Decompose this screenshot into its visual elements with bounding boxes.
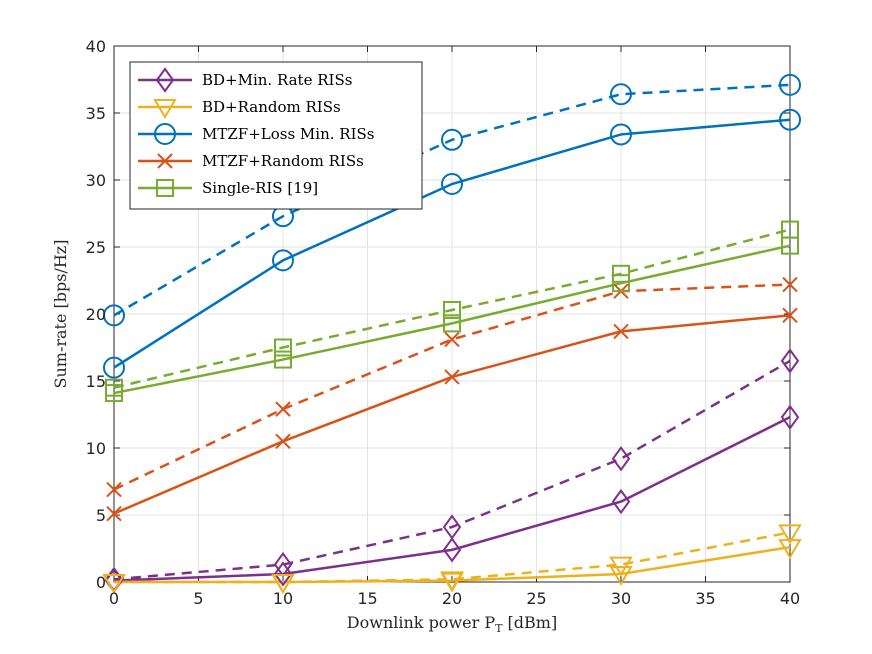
series-4-solid-point xyxy=(782,307,798,324)
series-3-dashed-point xyxy=(441,128,463,151)
series-5-dashed-point xyxy=(443,300,461,319)
series-5-solid-point xyxy=(105,384,123,403)
legend-label: BD+Random RISs xyxy=(202,98,341,116)
x-tick-label: 20 xyxy=(442,589,462,608)
y-tick-label: 40 xyxy=(86,37,106,56)
series-markers xyxy=(102,73,802,594)
marker-stroke xyxy=(782,276,798,293)
series-4-solid-point xyxy=(275,433,291,450)
legend: BD+Min. Rate RISs BD+Random RISs MTZF+Loss… xyxy=(129,61,423,210)
legend-marker xyxy=(154,123,176,145)
series-3-dashed-point xyxy=(779,73,801,96)
y-tick-label: 35 xyxy=(86,104,106,123)
series-5-dashed-point xyxy=(612,264,630,283)
x-tick-label: 40 xyxy=(780,589,800,608)
series-2-solid-point xyxy=(440,572,464,593)
series-5-solid-point xyxy=(781,236,799,255)
marker-stroke xyxy=(106,505,122,522)
marker-stroke xyxy=(444,331,460,348)
series-5-solid-line xyxy=(113,244,791,395)
x-tick-label: 15 xyxy=(357,589,377,608)
series-3-solid-point xyxy=(779,108,801,131)
x-tick-label: 25 xyxy=(526,589,546,608)
marker-stroke xyxy=(444,369,460,385)
tick-labels: 0 5 10 15 20 25 30 35 40 0 5 10 15 20 25 30 35 40 xyxy=(86,37,801,608)
legend-marker xyxy=(157,153,173,169)
x-tick-label: 35 xyxy=(695,589,715,608)
y-tick-label: 20 xyxy=(86,305,106,324)
series-2-solid-point xyxy=(778,539,802,560)
series-4-solid-point xyxy=(613,323,629,340)
x-tick-label: 10 xyxy=(273,589,293,608)
marker-stroke xyxy=(157,153,173,169)
y-tick-label: 30 xyxy=(86,171,106,190)
series-4-dashed-point xyxy=(444,331,460,348)
series-1-solid-point xyxy=(611,488,631,515)
y-tick-label: 0 xyxy=(96,573,106,592)
series-3-solid-point xyxy=(610,123,632,146)
legend-label: MTZF+Random RISs xyxy=(202,152,364,170)
series-4-dashed-line xyxy=(113,283,791,491)
series-2-solid-point xyxy=(102,574,126,594)
series-2-dashed-point xyxy=(778,524,802,545)
legend-box xyxy=(129,61,423,210)
series-2-solid-point xyxy=(609,565,633,586)
series-1-dashed-line xyxy=(113,359,791,581)
y-tick-label: 25 xyxy=(86,238,106,257)
series-5-solid-point xyxy=(612,274,630,293)
x-tick-label: 30 xyxy=(611,589,631,608)
series-5-solid-point xyxy=(443,314,461,333)
series-2-solid-line xyxy=(114,545,791,584)
series-1-solid-point xyxy=(273,561,293,587)
series-3-dashed-line xyxy=(113,83,791,317)
series-5-dashed-point xyxy=(274,338,292,357)
series-1-solid-line xyxy=(113,416,791,582)
y-tick-label: 10 xyxy=(86,439,106,458)
series-5-dashed-line xyxy=(113,228,791,389)
y-tick-label: 15 xyxy=(86,372,106,391)
legend-label: MTZF+Loss Min. RISs xyxy=(202,125,374,143)
x-tick-label: 5 xyxy=(193,589,203,608)
legend-marker xyxy=(153,99,177,119)
x-axis-label: Downlink power PT [dBm] xyxy=(347,613,557,635)
legend-label: BD+Min. Rate RISs xyxy=(202,71,352,89)
series-3-solid-point xyxy=(103,356,125,379)
series-lines xyxy=(113,83,791,584)
series-1-solid-point xyxy=(442,537,462,563)
marker-stroke xyxy=(782,307,798,324)
series-3-solid-point xyxy=(441,173,463,196)
y-axis-label: Sum-rate [bps/Hz] xyxy=(51,240,70,389)
marker-stroke xyxy=(106,481,122,498)
marker-stroke xyxy=(613,323,629,340)
series-3-dashed-point xyxy=(610,83,632,106)
series-4-dashed-point xyxy=(106,481,122,498)
series-3-dashed-point xyxy=(103,304,125,327)
legend-marker xyxy=(156,179,174,197)
series-1-dashed-point xyxy=(780,348,800,374)
series-3-solid-line xyxy=(113,118,791,369)
legend-marker xyxy=(155,67,175,93)
series-5-solid-point xyxy=(274,350,292,369)
series-1-solid-point xyxy=(780,404,800,430)
series-4-solid-point xyxy=(444,369,460,385)
series-4-dashed-point xyxy=(782,276,798,293)
series-4-solid-point xyxy=(106,505,122,522)
series-1-dashed-point xyxy=(611,446,631,472)
series-4-dashed-point xyxy=(275,401,291,417)
marker-stroke xyxy=(275,401,291,417)
series-2-dashed-line xyxy=(114,531,791,584)
marker-stroke xyxy=(275,433,291,450)
x-tick-label: 0 xyxy=(109,589,119,608)
y-tick-label: 5 xyxy=(96,506,106,525)
series-2-solid-point xyxy=(271,574,295,594)
series-3-solid-point xyxy=(272,249,294,272)
legend-label: Single-RIS [19] xyxy=(202,179,318,197)
